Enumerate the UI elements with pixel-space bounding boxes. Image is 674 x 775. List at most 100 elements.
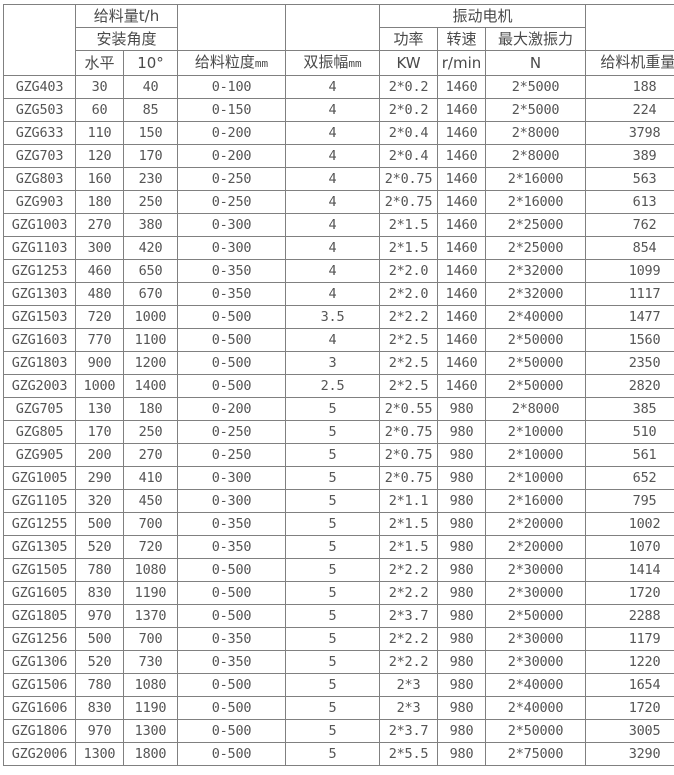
cell-model: GZG503 (3, 98, 76, 122)
header-amplitude-spacer (285, 4, 381, 51)
cell-max_exciting_force: 2*30000 (485, 650, 587, 674)
header-model-cell (3, 4, 76, 76)
header-amplitude-label: 双振幅 (303, 53, 349, 71)
header-row-1: 给料量t/h 振动电机 (3, 4, 674, 76)
header-row-3: 水平 10° 给料粒度mm 双振幅mm KW r/min N 给料机重量Kg 溜… (4, 50, 674, 76)
header-feeder-weight-label: 给料机重量 (600, 53, 674, 71)
cell-capacity_10deg: 1190 (122, 696, 179, 720)
cell-granularity: 0-300 (177, 489, 287, 513)
table-row: GZG150578010800-50052*2.29802*3000014141… (3, 558, 674, 582)
cell-capacity_10deg: 250 (122, 420, 179, 444)
cell-capacity_horizontal: 900 (75, 351, 124, 375)
cell-motor_power: 2*1.1 (379, 489, 439, 513)
cell-capacity_10deg: 250 (122, 190, 179, 214)
cell-granularity: 0-250 (177, 167, 287, 191)
cell-max_exciting_force: 2*50000 (485, 719, 587, 743)
cell-double_amplitude: 4 (285, 144, 381, 168)
cell-capacity_10deg: 40 (122, 75, 179, 99)
cell-feeder_weight: 561 (585, 443, 674, 467)
table-row: GZG13034806700-35042*2.014602*3200011171… (3, 282, 674, 306)
cell-capacity_horizontal: 520 (75, 535, 124, 559)
cell-granularity: 0-500 (177, 742, 287, 766)
header-feeder-weight-spacer (585, 4, 674, 51)
cell-motor_speed: 1460 (437, 75, 487, 99)
cell-max_exciting_force: 2*50000 (485, 374, 587, 398)
cell-double_amplitude: 5 (285, 466, 381, 490)
cell-max_exciting_force: 2*20000 (485, 535, 587, 559)
cell-max_exciting_force: 2*32000 (485, 282, 587, 306)
cell-double_amplitude: 4 (285, 282, 381, 306)
cell-motor_speed: 980 (437, 420, 487, 444)
header-power-unit: KW (379, 50, 439, 76)
cell-max_exciting_force: 2*40000 (485, 305, 587, 329)
cell-feeder_weight: 2288 (585, 604, 674, 628)
cell-motor_speed: 1460 (437, 167, 487, 191)
cell-motor_speed: 1460 (437, 351, 487, 375)
cell-feeder_weight: 795 (585, 489, 674, 513)
table-row: GZG10052904100-30052*0.759802*1000065210… (3, 466, 674, 490)
cell-motor_power: 2*5.5 (379, 742, 439, 766)
cell-feeder_weight: 1720 (585, 581, 674, 605)
cell-model: GZG1253 (3, 259, 76, 283)
header-max-force-unit: N (485, 50, 587, 76)
cell-granularity: 0-500 (177, 673, 287, 697)
cell-max_exciting_force: 2*8000 (485, 397, 587, 421)
cell-motor_speed: 980 (437, 650, 487, 674)
table-row: GZG9031802500-25042*0.7514602*1600061391… (3, 190, 674, 214)
cell-capacity_10deg: 670 (122, 282, 179, 306)
cell-feeder_weight: 3290 (585, 742, 674, 766)
cell-motor_power: 2*2.2 (379, 558, 439, 582)
cell-motor_speed: 980 (437, 535, 487, 559)
header-angle-horizontal: 水平 (75, 50, 124, 76)
cell-granularity: 0-500 (177, 305, 287, 329)
cell-max_exciting_force: 2*50000 (485, 328, 587, 352)
header-angle-10deg: 10° (122, 50, 179, 76)
cell-motor_speed: 1460 (437, 374, 487, 398)
cell-max_exciting_force: 2*5000 (485, 75, 587, 99)
cell-capacity_horizontal: 1000 (75, 374, 124, 398)
cell-motor_speed: 980 (437, 627, 487, 651)
table-row: GZG2003 1000 1400 0-500 2.5 2*2.5 1460 2*50000 2… (3, 374, 674, 398)
cell-capacity_10deg: 730 (122, 650, 179, 674)
cell-capacity_10deg: 420 (122, 236, 179, 260)
cell-model: GZG1803 (3, 351, 76, 375)
cell-max_exciting_force: 2*30000 (485, 581, 587, 605)
cell-capacity_horizontal: 460 (75, 259, 124, 283)
cell-double_amplitude: 5 (285, 673, 381, 697)
table-row: GZG8031602300-25042*0.7514602*1600056379… (3, 167, 674, 191)
cell-motor_power: 2*0.75 (379, 190, 439, 214)
cell-capacity_10deg: 1300 (122, 719, 179, 743)
cell-motor_speed: 1460 (437, 98, 487, 122)
cell-capacity_10deg: 1400 (122, 374, 179, 398)
cell-capacity_10deg: 1370 (122, 604, 179, 628)
cell-motor_power: 2*1.5 (379, 213, 439, 237)
cell-motor_power: 2*0.2 (379, 98, 439, 122)
cell-capacity_horizontal: 300 (75, 236, 124, 260)
cell-model: GZG703 (3, 144, 76, 168)
table-row: GZG11033004200-30042*1.514602*2500085411… (3, 236, 674, 260)
table-row: GZG160583011900-50052*2.29802*3000017201… (3, 581, 674, 605)
cell-capacity_10deg: 1190 (122, 581, 179, 605)
cell-granularity: 0-500 (177, 374, 287, 398)
cell-feeder_weight: 762 (585, 213, 674, 237)
cell-motor_speed: 980 (437, 673, 487, 697)
cell-motor_power: 2*2.5 (379, 374, 439, 398)
table-row: GZG13055207200-35052*1.59802*20000107014… (3, 535, 674, 559)
cell-granularity: 0-500 (177, 558, 287, 582)
cell-motor_power: 2*2.2 (379, 650, 439, 674)
cell-model: GZG903 (3, 190, 76, 214)
header-speed-unit: r/min (437, 50, 487, 76)
cell-model: GZG1003 (3, 213, 76, 237)
cell-double_amplitude: 4 (285, 190, 381, 214)
cell-capacity_10deg: 720 (122, 535, 179, 559)
cell-feeder_weight: 613 (585, 190, 674, 214)
cell-feeder_weight: 2350 (585, 351, 674, 375)
cell-capacity_10deg: 1080 (122, 558, 179, 582)
cell-feeder_weight: 3005 (585, 719, 674, 743)
cell-motor_speed: 1460 (437, 144, 487, 168)
cell-double_amplitude: 4 (285, 167, 381, 191)
cell-max_exciting_force: 2*40000 (485, 673, 587, 697)
